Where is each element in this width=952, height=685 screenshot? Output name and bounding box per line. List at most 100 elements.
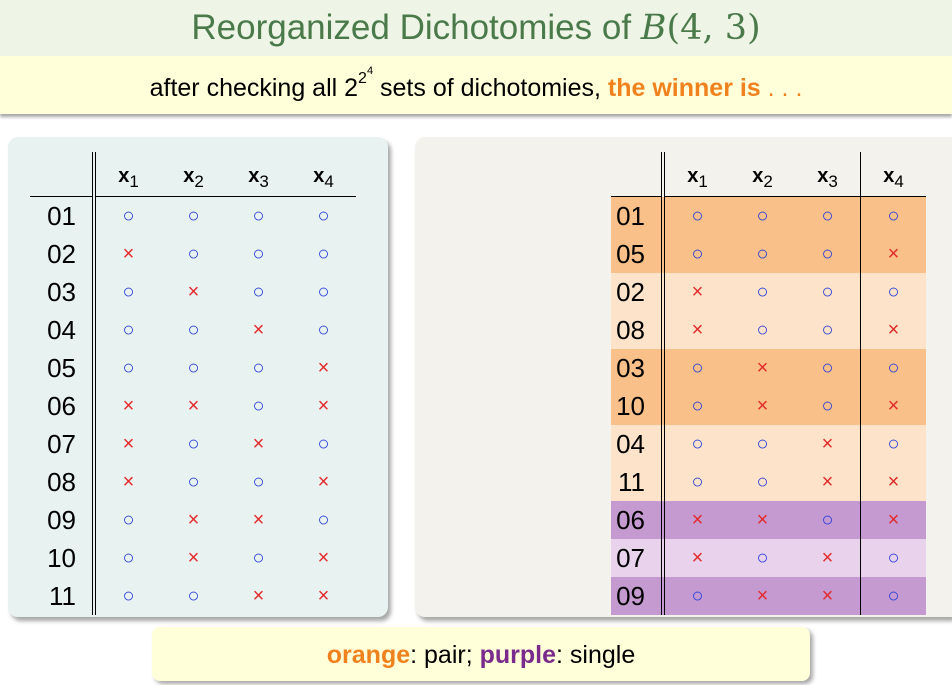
- subtitle-lead: after checking all 2: [149, 74, 359, 102]
- reorganized-dichotomies-panel: x1 x2 x3 x4 01 ○ ○ ○ ○ 05 ○ ○ ○ × 02 × ○ ○ ○ 08 × ○ ○ × 03 ○ ×…: [415, 137, 952, 617]
- table-row: 04 ○ ○ × ○: [30, 311, 356, 349]
- circle-mark: ○: [661, 463, 730, 501]
- cross-mark: ×: [821, 546, 834, 569]
- circle-mark: ○: [252, 356, 265, 379]
- cross-mark: ×: [661, 311, 730, 349]
- cross-mark: ×: [860, 463, 926, 501]
- legend-orange-word: orange: [326, 641, 411, 669]
- row-id: 08: [616, 314, 645, 345]
- cross-mark: ×: [860, 387, 926, 425]
- legend-purple-word: purple: [479, 641, 557, 669]
- table-row: 04 ○ ○ × ○: [611, 425, 926, 463]
- circle-mark: ○: [317, 204, 330, 227]
- column-header-x3: x3: [795, 152, 861, 197]
- table-row: 03 ○ × ○ ○: [30, 273, 356, 311]
- row-id: 02: [616, 276, 645, 307]
- circle-mark: ○: [821, 508, 834, 531]
- row-id: 08: [47, 466, 76, 497]
- column-header-x4: x4: [291, 152, 356, 197]
- row-id: 04: [616, 428, 645, 459]
- circle-mark: ○: [317, 508, 330, 531]
- circle-mark: ○: [187, 470, 200, 493]
- subtitle-exponent: 24: [358, 66, 373, 87]
- cross-mark: ×: [187, 546, 200, 569]
- table-row: 05 ○ ○ ○ ×: [30, 349, 356, 387]
- row-id: 01: [616, 200, 645, 231]
- circle-mark: ○: [756, 432, 769, 455]
- exponent-power: 4: [366, 65, 374, 78]
- cross-mark: ×: [92, 235, 161, 273]
- cross-mark: ×: [756, 394, 769, 417]
- circle-mark: ○: [860, 425, 926, 463]
- table-row: 03 ○ × ○ ○: [611, 349, 926, 387]
- table-row: 01 ○ ○ ○ ○: [30, 196, 356, 235]
- circle-mark: ○: [252, 394, 265, 417]
- row-id: 03: [616, 352, 645, 383]
- cross-mark: ×: [821, 470, 834, 493]
- circle-mark: ○: [821, 394, 834, 417]
- circle-mark: ○: [92, 577, 161, 615]
- cross-mark: ×: [756, 584, 769, 607]
- original-dichotomies-panel: x1 x2 x3 x4 01 ○ ○ ○ ○ 02 × ○ ○ ○ 03 ○ × ○ ○ 04 ○ ○ × ○ 05 ○ ○…: [8, 137, 388, 617]
- circle-mark: ○: [821, 318, 834, 341]
- row-id: 01: [47, 200, 76, 231]
- page-title: Reorganized Dichotomies of B(4, 3): [0, 0, 952, 56]
- column-header-x1: x1: [92, 152, 161, 197]
- circle-mark: ○: [252, 546, 265, 569]
- circle-mark: ○: [821, 242, 834, 265]
- row-id: 09: [616, 580, 645, 611]
- circle-mark: ○: [92, 539, 161, 577]
- table-row: 06 × × ○ ×: [30, 387, 356, 425]
- circle-mark: ○: [756, 204, 769, 227]
- table-row: 09 ○ × × ○: [611, 577, 926, 615]
- table-row: 02 × ○ ○ ○: [30, 235, 356, 273]
- table-row: 10 ○ × ○ ×: [30, 539, 356, 577]
- cross-mark: ×: [661, 273, 730, 311]
- title-math-args: (4, 3): [666, 8, 761, 48]
- circle-mark: ○: [92, 349, 161, 387]
- circle-mark: ○: [821, 204, 834, 227]
- row-id: 02: [47, 238, 76, 269]
- cross-mark: ×: [252, 508, 265, 531]
- circle-mark: ○: [860, 196, 926, 235]
- circle-mark: ○: [661, 349, 730, 387]
- cross-mark: ×: [252, 432, 265, 455]
- table-row: 08 × ○ ○ ×: [30, 463, 356, 501]
- table-row: 09 ○ × × ○: [30, 501, 356, 539]
- row-id: 06: [47, 390, 76, 421]
- table-row: 06 × × ○ ×: [611, 501, 926, 539]
- circle-mark: ○: [92, 196, 161, 235]
- row-id: 05: [616, 238, 645, 269]
- circle-mark: ○: [860, 539, 926, 577]
- circle-mark: ○: [860, 273, 926, 311]
- row-id: 05: [47, 352, 76, 383]
- row-id: 07: [47, 428, 76, 459]
- circle-mark: ○: [661, 425, 730, 463]
- cross-mark: ×: [821, 584, 834, 607]
- circle-mark: ○: [252, 470, 265, 493]
- table-row: 11 ○ ○ × ×: [30, 577, 356, 615]
- legend-purple-text: : single: [556, 641, 636, 669]
- subtitle-ellipsis: . . .: [760, 74, 803, 102]
- circle-mark: ○: [756, 470, 769, 493]
- circle-mark: ○: [860, 577, 926, 615]
- legend: orange: pair; purple: single: [152, 627, 810, 681]
- cross-mark: ×: [92, 425, 161, 463]
- circle-mark: ○: [317, 242, 330, 265]
- subtitle-winner: the winner is: [607, 74, 761, 102]
- cross-mark: ×: [92, 387, 161, 425]
- cross-mark: ×: [317, 394, 330, 417]
- table-header-row: x1 x2 x3 x4: [30, 152, 356, 197]
- legend-orange-text: : pair;: [410, 641, 480, 669]
- circle-mark: ○: [92, 311, 161, 349]
- circle-mark: ○: [92, 273, 161, 311]
- cross-mark: ×: [187, 394, 200, 417]
- table-row: 07 × ○ × ○: [611, 539, 926, 577]
- table-row: 07 × ○ × ○: [30, 425, 356, 463]
- circle-mark: ○: [187, 584, 200, 607]
- circle-mark: ○: [92, 501, 161, 539]
- circle-mark: ○: [252, 242, 265, 265]
- row-id: 10: [616, 390, 645, 421]
- row-label-header: [30, 152, 94, 197]
- circle-mark: ○: [821, 356, 834, 379]
